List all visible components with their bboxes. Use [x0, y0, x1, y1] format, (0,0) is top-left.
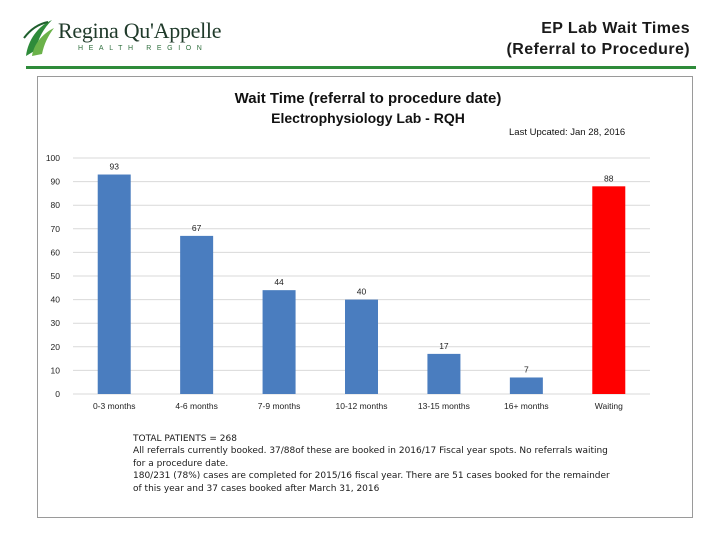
y-tick-label: 80	[51, 200, 61, 210]
data-label: 67	[192, 223, 202, 233]
header-divider	[26, 66, 696, 69]
chart-frame: Wait Time (referral to procedure date) E…	[37, 76, 693, 518]
y-tick-label: 60	[51, 247, 61, 257]
bar	[262, 290, 296, 394]
y-tick-label: 40	[51, 295, 61, 305]
x-tick-label: 0-3 months	[93, 401, 136, 411]
logo-name: Regina Qu'Appelle	[58, 18, 222, 43]
region-logo: Regina Qu'Appelle HEALTH REGION	[22, 16, 232, 60]
data-label: 44	[274, 277, 284, 287]
notes-line: of this year and 37 cases booked after M…	[133, 483, 380, 494]
y-tick-label: 50	[51, 271, 61, 281]
bar	[592, 186, 626, 394]
data-label: 40	[357, 287, 367, 297]
data-label: 88	[604, 173, 614, 183]
chart-notes: TOTAL PATIENTS = 268 All referrals curre…	[133, 433, 633, 495]
x-tick-label: 7-9 months	[258, 401, 301, 411]
logo-subtitle: HEALTH REGION	[78, 45, 208, 52]
notes-total-patients: TOTAL PATIENTS = 268	[133, 434, 237, 444]
bar	[180, 235, 214, 394]
slide-title: EP Lab Wait Times (Referral to Procedure…	[507, 18, 690, 60]
data-label: 93	[109, 162, 119, 172]
leaf-swoosh-icon	[23, 20, 54, 56]
bar	[345, 299, 378, 394]
data-label: 17	[439, 341, 449, 351]
data-label: 7	[524, 364, 529, 374]
slide-title-line2: (Referral to Procedure)	[506, 41, 690, 58]
bar	[97, 174, 131, 394]
x-tick-label: 16+ months	[504, 401, 549, 411]
y-tick-label: 30	[51, 318, 61, 328]
x-tick-label: 10-12 months	[336, 401, 388, 411]
y-tick-label: 10	[51, 365, 61, 375]
bar	[427, 353, 461, 394]
x-tick-label: Waiting	[595, 401, 623, 411]
notes-line: for a procedure date.	[133, 458, 229, 469]
slide-title-line1: EP Lab Wait Times	[541, 20, 690, 37]
y-tick-label: 90	[51, 177, 61, 187]
wait-time-chart: Wait Time (referral to procedure date) E…	[46, 90, 650, 411]
x-tick-label: 13-15 months	[418, 401, 470, 411]
y-tick-label: 100	[46, 153, 60, 163]
chart-title: Wait Time (referral to procedure date)	[235, 90, 502, 107]
y-tick-label: 20	[51, 342, 61, 352]
x-tick-label: 4-6 months	[175, 401, 218, 411]
last-updated-note: Last Upcated: Jan 28, 2016	[509, 127, 625, 138]
chart-subtitle: Electrophysiology Lab - RQH	[271, 110, 465, 126]
notes-line: All referrals currently booked. 37/88of …	[133, 446, 608, 457]
y-tick-label: 70	[51, 224, 61, 234]
bar	[509, 377, 543, 394]
y-tick-label: 0	[55, 389, 60, 399]
notes-line: 180/231 (78%) cases are completed for 20…	[133, 471, 610, 482]
